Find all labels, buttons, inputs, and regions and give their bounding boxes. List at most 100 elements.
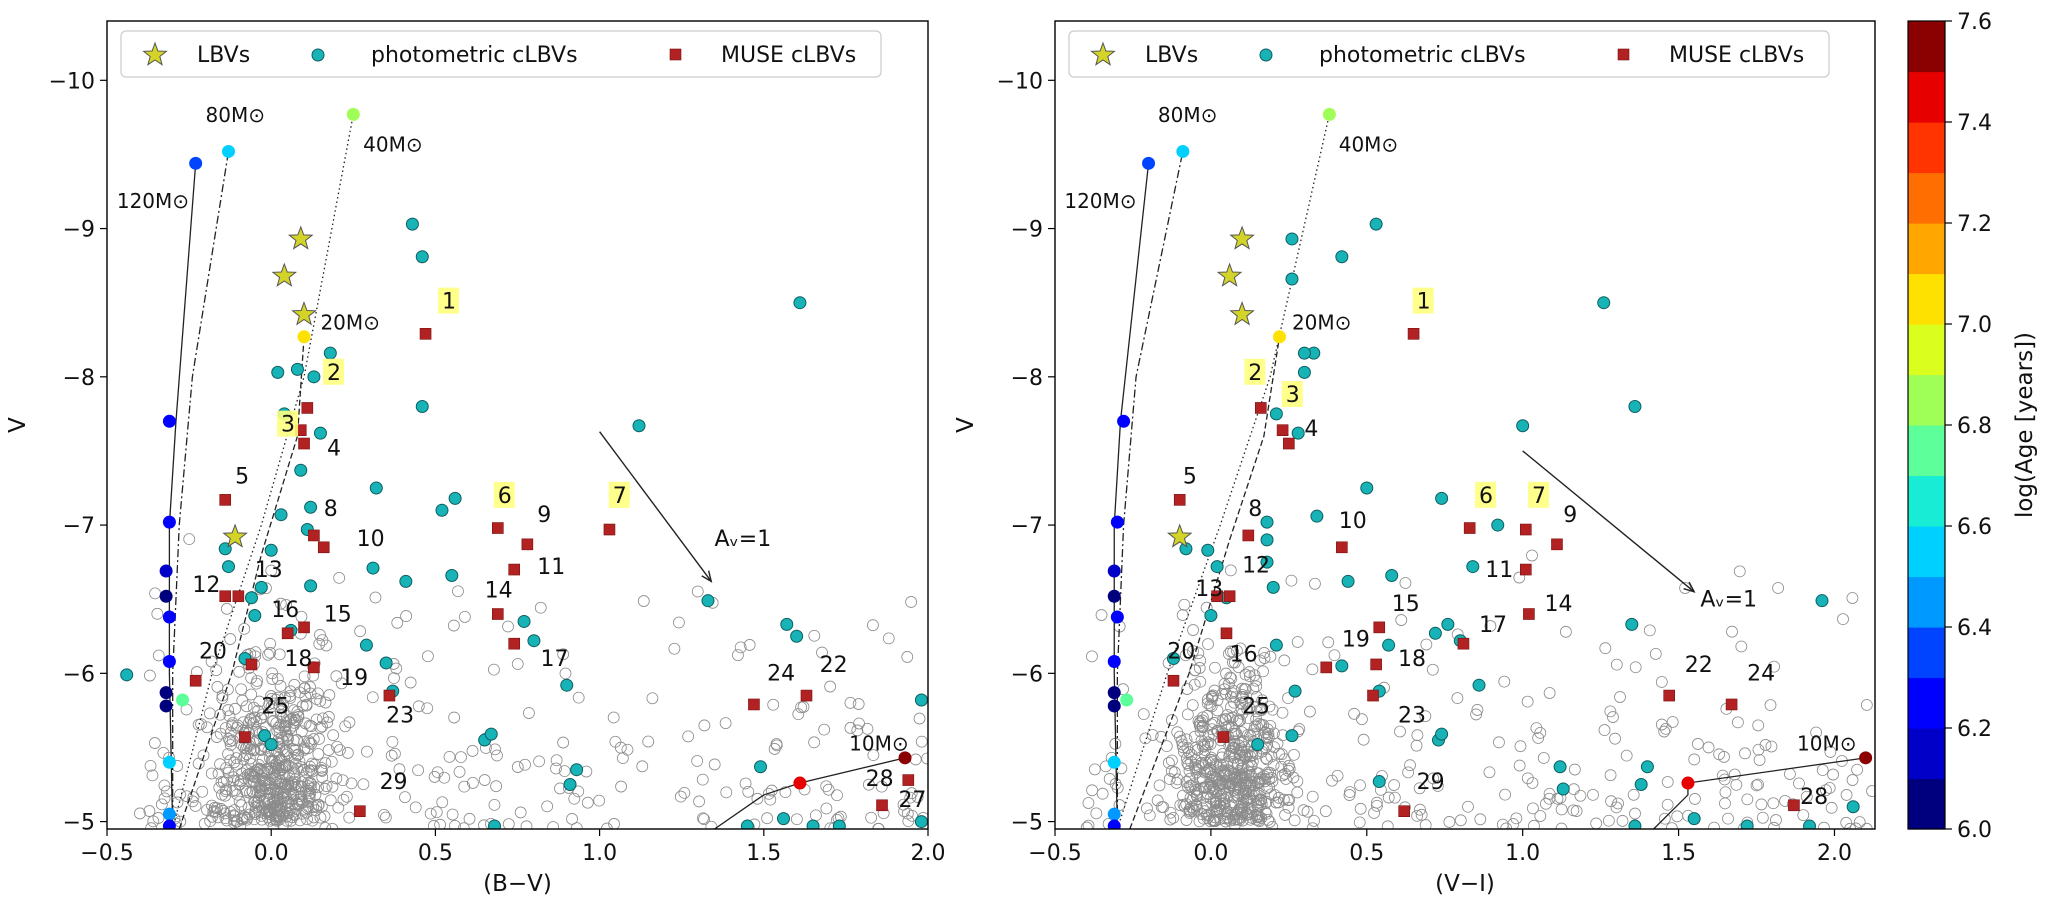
track-point (222, 144, 236, 158)
field-star (273, 754, 286, 767)
track-point (159, 589, 173, 603)
muse-point (1373, 621, 1386, 634)
field-star (180, 790, 193, 803)
field-star (1139, 732, 1152, 745)
star-label: 2 (1248, 361, 1262, 386)
muse-point (1551, 538, 1563, 551)
field-star (1164, 813, 1177, 826)
photometric-point (777, 812, 791, 826)
muse-point (800, 689, 813, 702)
field-star (668, 642, 681, 655)
field-star (273, 794, 286, 807)
field-star (867, 619, 879, 632)
field-star (1188, 678, 1201, 691)
field-star (1164, 806, 1177, 819)
photometric-point (264, 543, 278, 557)
field-star (550, 754, 563, 767)
photometric-point (560, 678, 574, 692)
field-star (1306, 822, 1319, 829)
field-star (720, 786, 733, 799)
field-star (1234, 714, 1246, 727)
field-star (1291, 775, 1304, 788)
field-star (1752, 719, 1765, 732)
legend-photometric-marker (311, 48, 325, 62)
field-star (1260, 795, 1273, 808)
field-star (183, 533, 196, 546)
field-star (148, 737, 161, 749)
field-star (1275, 760, 1288, 773)
colorbar-tick-label: 6.4 (1957, 616, 1992, 641)
field-star (1411, 809, 1424, 822)
field-star (1846, 592, 1859, 604)
field-star (443, 750, 456, 763)
muse-point (1370, 658, 1382, 671)
field-star (1228, 725, 1241, 737)
field-star (1199, 805, 1211, 818)
field-star (1356, 713, 1368, 726)
legend-photometric-label: photometric cLBVs (1319, 43, 1526, 68)
field-star (1543, 787, 1556, 800)
field-star (1526, 777, 1539, 789)
field-star (1184, 805, 1196, 818)
muse-point (232, 590, 245, 603)
field-star (224, 754, 237, 767)
field-star (257, 765, 270, 778)
photometric-point (264, 737, 278, 751)
star-label: 12 (192, 573, 220, 598)
star-label: 18 (284, 647, 312, 672)
field-star (1217, 777, 1229, 790)
photometric-point (1625, 617, 1639, 631)
photometric-point (254, 580, 268, 594)
track-point (297, 330, 311, 344)
field-star (298, 682, 311, 694)
field-star (1655, 676, 1668, 688)
field-star (195, 718, 207, 731)
photometric-point (379, 656, 393, 670)
photometric-point (244, 591, 258, 605)
photometric-point (1166, 652, 1180, 666)
field-star (1410, 739, 1423, 752)
field-star (1241, 703, 1254, 716)
field-star (1259, 726, 1272, 739)
x-tick-label: 0.0 (254, 841, 289, 866)
field-star (306, 757, 318, 770)
field-star (911, 791, 924, 803)
field-star (277, 819, 290, 829)
star-label: 3 (281, 413, 295, 438)
field-star (186, 795, 199, 808)
field-star (1718, 773, 1731, 786)
field-star (1253, 717, 1266, 730)
field-star (1228, 771, 1241, 784)
photometric-point (527, 634, 541, 648)
field-star (609, 735, 622, 748)
track-label: 80M⊙ (1158, 103, 1217, 127)
field-star (314, 811, 327, 824)
field-star (333, 571, 346, 584)
star-label: 12 (1242, 554, 1270, 579)
field-star (284, 692, 296, 704)
field-star (1205, 775, 1218, 787)
field-star (1271, 737, 1284, 750)
muse-point (245, 658, 258, 671)
field-star (1262, 813, 1274, 826)
colorbar-tick-label: 6.0 (1957, 818, 1992, 843)
field-star (256, 772, 269, 785)
field-star (1559, 625, 1572, 638)
field-star (1189, 741, 1202, 754)
field-star (1195, 734, 1208, 747)
field-star (1420, 638, 1433, 651)
field-star (1293, 723, 1306, 735)
field-star (1451, 692, 1464, 704)
star-label: 23 (1398, 703, 1426, 728)
field-star (264, 777, 276, 790)
label-highlight (437, 287, 459, 314)
field-star (1357, 733, 1370, 746)
legend-muse-marker (669, 48, 682, 61)
star-label: 20 (1167, 640, 1195, 665)
field-star (637, 595, 650, 607)
field-star (1220, 667, 1232, 680)
field-star (1228, 819, 1241, 829)
field-star (1137, 708, 1150, 721)
